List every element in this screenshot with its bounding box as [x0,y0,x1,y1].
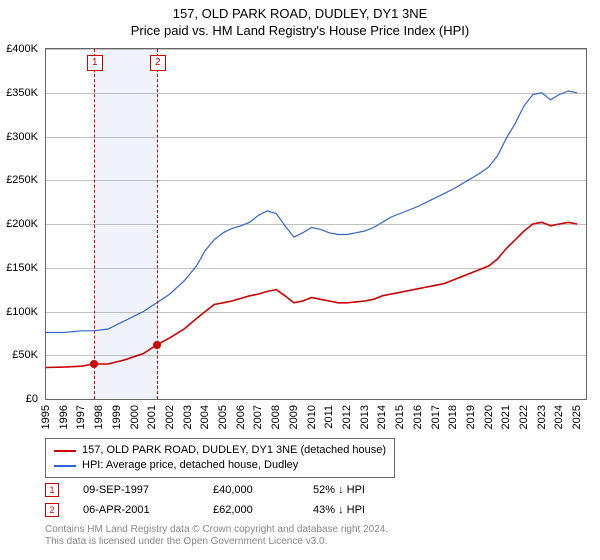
y-axis-label: £100K [0,306,38,318]
x-axis-label: 2004 [199,405,211,429]
y-axis-label: £350K [0,87,38,99]
legend-swatch-price [54,450,76,452]
x-axis-label: 1999 [111,405,123,429]
x-axis-label: 2016 [412,405,424,429]
sale-row-2: 2 06-APR-2001 £62,000 43% ↓ HPI [45,500,413,520]
marker-line-1 [94,49,95,399]
x-axis-label: 1998 [93,405,105,429]
legend-swatch-hpi [54,465,76,467]
chart-plot-area: £0£50K£100K£150K£200K£250K£300K£350K£400… [45,48,587,400]
sale-rows: 1 09-SEP-1997 £40,000 52% ↓ HPI 2 06-APR… [45,480,413,520]
x-axis-label: 2010 [306,405,318,429]
x-axis-label: 2000 [129,405,141,429]
x-axis-label: 2018 [447,405,459,429]
y-axis-label: £250K [0,174,38,186]
x-axis-label: 2017 [430,405,442,429]
footer-line-2: This data is licensed under the Open Gov… [45,536,388,548]
legend-item-price: 157, OLD PARK ROAD, DUDLEY, DY1 3NE (det… [54,443,386,458]
sale-hpi-1: 52% ↓ HPI [313,484,413,496]
sale-hpi-2: 43% ↓ HPI [313,504,413,516]
x-axis-label: 2025 [571,405,583,429]
sale-row-1: 1 09-SEP-1997 £40,000 52% ↓ HPI [45,480,413,500]
x-axis-label: 2022 [518,405,530,429]
x-axis-label: 2014 [376,405,388,429]
x-axis-label: 2007 [252,405,264,429]
x-axis-label: 2013 [359,405,371,429]
legend-label-hpi: HPI: Average price, detached house, Dudl… [82,458,298,473]
y-axis-label: £0 [0,393,38,405]
x-axis-label: 2019 [465,405,477,429]
x-axis-label: 1997 [75,405,87,429]
sale-price-2: £62,000 [213,504,313,516]
x-axis-label: 2006 [235,405,247,429]
x-axis-label: 2008 [270,405,282,429]
x-axis-label: 2005 [217,405,229,429]
marker-badge-2: 2 [150,55,166,71]
sale-price-1: £40,000 [213,484,313,496]
x-axis-label: 1996 [58,405,70,429]
marker-dot-2 [153,341,161,349]
legend-box: 157, OLD PARK ROAD, DUDLEY, DY1 3NE (det… [45,438,395,478]
sale-marker-2: 2 [45,503,59,517]
y-axis-label: £200K [0,218,38,230]
sale-marker-1: 1 [45,483,59,497]
chart-title-block: 157, OLD PARK ROAD, DUDLEY, DY1 3NE Pric… [0,0,600,38]
y-axis-label: £50K [0,349,38,361]
legend-item-hpi: HPI: Average price, detached house, Dudl… [54,458,386,473]
footer-attribution: Contains HM Land Registry data © Crown c… [45,524,388,548]
series-hpi [46,91,577,333]
chart-subtitle: Price paid vs. HM Land Registry's House … [0,23,600,38]
chart-lines [46,49,586,399]
x-axis-label: 2009 [288,405,300,429]
marker-dot-1 [90,360,98,368]
x-axis-label: 2002 [164,405,176,429]
x-axis-label: 2020 [483,405,495,429]
y-axis-label: £400K [0,43,38,55]
y-axis-label: £300K [0,131,38,143]
x-axis-label: 2023 [536,405,548,429]
x-axis-label: 2011 [323,405,335,429]
sale-date-2: 06-APR-2001 [83,504,213,516]
legend-label-price: 157, OLD PARK ROAD, DUDLEY, DY1 3NE (det… [82,443,386,458]
footer-line-1: Contains HM Land Registry data © Crown c… [45,524,388,536]
y-axis-label: £150K [0,262,38,274]
chart-address-title: 157, OLD PARK ROAD, DUDLEY, DY1 3NE [0,6,600,21]
x-axis-label: 2015 [394,405,406,429]
sale-date-1: 09-SEP-1997 [83,484,213,496]
x-axis-label: 2024 [553,405,565,429]
series-price_paid [46,222,577,367]
x-axis-label: 2012 [341,405,353,429]
x-axis-label: 2021 [500,405,512,429]
marker-badge-1: 1 [87,55,103,71]
x-axis-label: 2001 [146,405,158,429]
x-axis-label: 1995 [40,405,52,429]
x-axis-label: 2003 [182,405,194,429]
